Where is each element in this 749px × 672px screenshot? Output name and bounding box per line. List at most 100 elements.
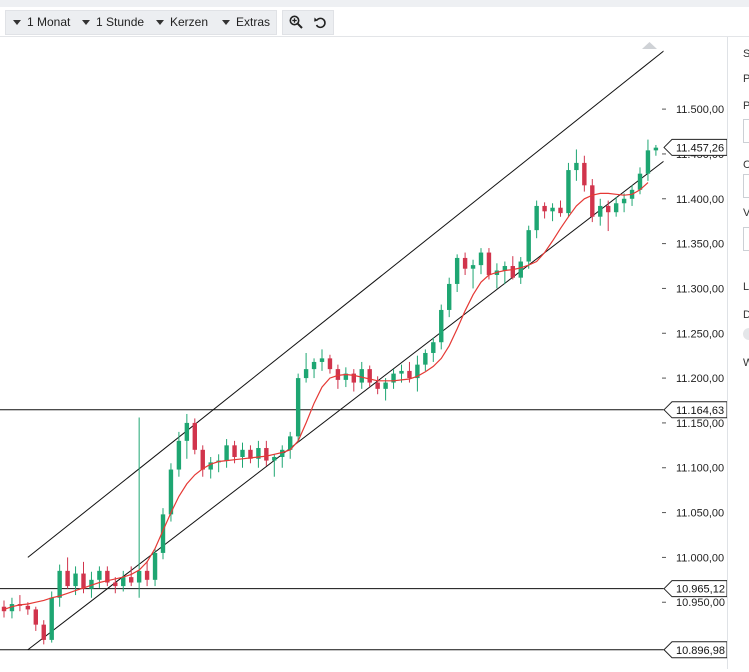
candle — [311, 358, 317, 379]
y-tick-label: 11.000,00 — [676, 552, 724, 564]
candle-body — [57, 570, 62, 598]
candle-body — [272, 456, 277, 461]
candle — [113, 577, 118, 594]
side-panel-input[interactable] — [743, 227, 749, 251]
candle — [526, 225, 531, 269]
candle-body — [558, 207, 563, 214]
candle-body — [41, 624, 46, 640]
candle-body — [447, 283, 452, 310]
candle-body — [637, 173, 643, 190]
y-tick-label: 11.250,00 — [676, 328, 724, 340]
period-dropdown[interactable]: 1 Monat — [13, 11, 70, 34]
side-panel-input[interactable] — [743, 174, 749, 198]
side-panel-toggle[interactable] — [743, 328, 749, 340]
candle — [613, 196, 619, 217]
candle — [295, 373, 301, 443]
candle-body — [439, 309, 444, 343]
candle — [606, 200, 611, 232]
candle-body — [375, 382, 380, 389]
side-panel-label: P — [743, 73, 749, 85]
candle — [590, 179, 595, 223]
chevron-down-icon — [13, 20, 21, 26]
candle-body — [502, 266, 508, 271]
candle — [431, 337, 436, 362]
chevron-down-icon — [222, 20, 230, 26]
candle-body — [454, 257, 460, 284]
price-badge-label: 10.896,98 — [676, 645, 725, 657]
extras-dropdown[interactable]: Extras — [222, 11, 270, 34]
extras-label: Extras — [236, 15, 271, 29]
trend-channel-upper — [27, 50, 665, 558]
candle — [176, 431, 182, 477]
candle — [447, 277, 452, 318]
candle — [224, 439, 229, 468]
y-tick-label: 11.200,00 — [676, 373, 724, 385]
last-price-badge: 11.457,26 — [663, 138, 728, 156]
side-panel-label: W — [743, 357, 749, 369]
candle-body — [73, 573, 78, 587]
candle-body — [168, 469, 174, 515]
level-price-badge: 10.896,98 — [663, 641, 728, 659]
candle — [454, 254, 460, 293]
candle — [462, 252, 468, 275]
candle — [216, 454, 221, 473]
candle — [582, 155, 587, 192]
candle-body — [486, 252, 492, 275]
candle — [33, 606, 38, 631]
candle-body — [144, 570, 150, 580]
candle-body — [208, 462, 213, 470]
y-tick-label: 11.400,00 — [676, 194, 724, 206]
candle-body — [407, 370, 412, 379]
candle-body — [526, 230, 531, 262]
candle-body — [129, 577, 134, 583]
candle — [136, 417, 142, 598]
candle-body — [152, 552, 158, 580]
candle — [494, 263, 500, 289]
side-panel-label: V — [743, 207, 749, 219]
candle — [192, 418, 197, 455]
candle-body — [343, 373, 349, 380]
y-tick-label: 11.100,00 — [676, 463, 724, 475]
candle — [629, 185, 635, 206]
period-label: 1 Monat — [27, 15, 71, 29]
candle-body — [351, 373, 356, 383]
chart-type-dropdown[interactable]: Kerzen — [156, 11, 208, 34]
candlestick-chart[interactable]: 11.500,0011.450,0011.400,0011.350,0011.3… — [0, 37, 728, 669]
candle — [144, 560, 150, 587]
candle — [375, 376, 380, 395]
candle-body — [33, 609, 38, 625]
candle — [256, 440, 261, 468]
candle-body — [200, 449, 205, 470]
candle — [574, 149, 579, 181]
candle-body — [25, 605, 31, 610]
candle — [343, 367, 349, 388]
interval-dropdown[interactable]: 1 Stunde — [82, 11, 144, 34]
candle — [335, 364, 341, 389]
level-price-badge: 10.965,12 — [663, 580, 728, 598]
candle-body — [462, 257, 468, 269]
candle — [264, 440, 269, 466]
candle — [423, 349, 428, 371]
candle-body — [542, 205, 547, 212]
side-panel-input[interactable] — [743, 119, 749, 143]
candle-body — [224, 445, 229, 461]
candle-body — [121, 577, 126, 587]
zoom-in-button[interactable] — [285, 11, 307, 34]
y-tick-label: 11.150,00 — [676, 418, 724, 430]
candle-body — [113, 582, 118, 587]
candle-body — [264, 448, 269, 461]
candle-body — [136, 570, 142, 583]
reset-button[interactable] — [309, 11, 331, 34]
candle-body — [621, 198, 627, 204]
candle-body — [288, 436, 293, 450]
candle-body — [423, 352, 428, 365]
candle — [327, 354, 333, 374]
chart-area[interactable]: 11.500,0011.450,0011.400,0011.350,0011.3… — [0, 37, 728, 669]
candle — [105, 566, 110, 587]
settings-side-panel: S P P C V L D W — [727, 37, 749, 669]
candle — [645, 139, 651, 181]
candle-body — [311, 361, 317, 370]
candle-body — [534, 205, 539, 231]
candle — [391, 369, 396, 389]
candle — [319, 349, 325, 371]
